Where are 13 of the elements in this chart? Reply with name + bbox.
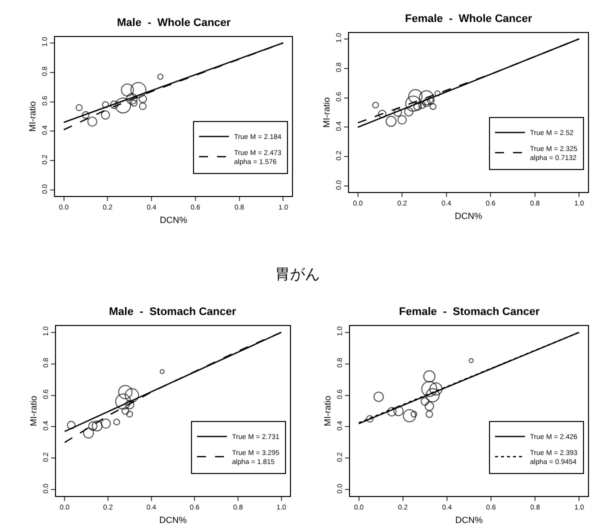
y-axis-title: MI-ratio xyxy=(322,97,332,128)
y-axis-title: MI-ratio xyxy=(322,396,333,426)
chart-title: Female - Stomach Cancer xyxy=(399,306,540,318)
y-axis-title: MI-ratio xyxy=(28,101,38,132)
x-axis-title: DCN% xyxy=(159,515,187,526)
chart-title: Male - Whole Cancer xyxy=(117,17,232,29)
chart-title: Male - Stomach Cancer xyxy=(109,306,237,318)
chart-title: Female - Whole Cancer xyxy=(405,13,533,25)
x-axis-title: DCN% xyxy=(160,215,188,226)
text: 胃がん xyxy=(275,265,320,283)
y-axis-title: MI-ratio xyxy=(28,396,39,426)
x-axis-title: DCN% xyxy=(455,515,483,526)
x-axis-title: DCN% xyxy=(454,211,482,222)
